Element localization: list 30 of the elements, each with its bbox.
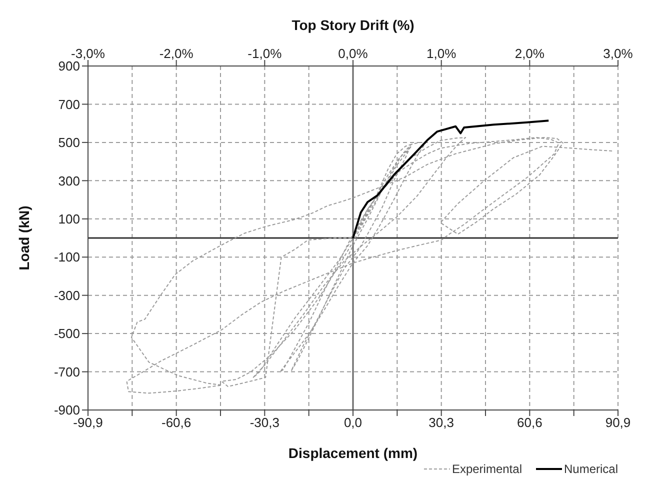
x2-tick-label: 0,0% <box>338 46 368 61</box>
y-tick-label: -100 <box>54 250 80 265</box>
y-tick-label: -700 <box>54 364 80 380</box>
x-tick-label: 90,9 <box>605 415 631 430</box>
x-axis-title: Displacement (mm) <box>288 445 418 461</box>
x2-tick-label: 2,0% <box>514 46 545 61</box>
x2-axis-title: Top Story Drift (%) <box>292 16 414 33</box>
x-tick-label: 0,0 <box>344 415 362 430</box>
x2-tick-label: -1,0% <box>248 46 282 61</box>
y-tick-label: -900 <box>54 402 80 418</box>
x2-tick-label: 1,0% <box>426 46 457 61</box>
x-tick-label: 30,3 <box>428 415 454 430</box>
y-tick-label: -300 <box>54 288 80 303</box>
y-tick-label: 500 <box>58 135 80 150</box>
y-tick-label: -500 <box>54 326 80 342</box>
y-tick-label: 900 <box>58 58 80 74</box>
legend-label: Numerical <box>562 462 618 476</box>
y-axis-title: Load (kN) <box>16 206 32 270</box>
legend-label: Experimental <box>450 462 522 476</box>
y-tick-label: 700 <box>58 96 80 112</box>
x2-tick-label: -3,0% <box>71 46 106 61</box>
x2-tick-label: -2,0% <box>159 46 194 61</box>
y-tick-label: 100 <box>58 212 80 227</box>
x-tick-label: -30,3 <box>250 415 280 430</box>
x-tick-label: -60,6 <box>162 415 192 430</box>
x-tick-label: 60,6 <box>517 415 542 430</box>
y-tick-label: 300 <box>58 173 80 188</box>
x2-tick-label: 3,0% <box>603 46 634 61</box>
x-tick-label: -90,9 <box>73 415 103 430</box>
line-series <box>352 120 550 239</box>
